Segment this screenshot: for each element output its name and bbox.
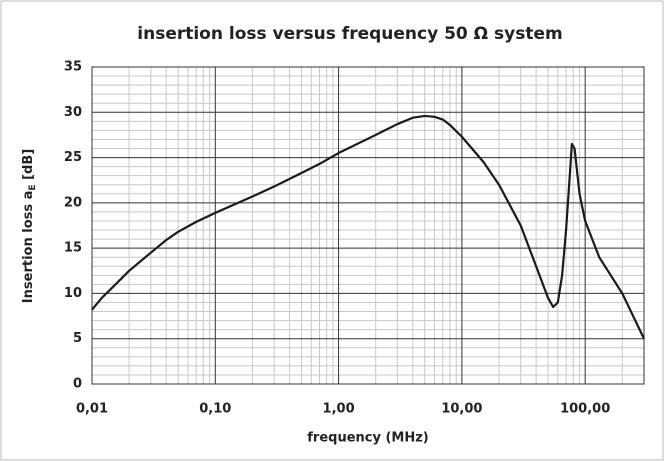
chart-title: insertion loss versus frequency 50 Ω sys… xyxy=(137,24,562,44)
y-tick-label: 30 xyxy=(64,105,82,120)
x-axis-label: frequency (MHz) xyxy=(307,431,429,446)
y-label-sub: E xyxy=(28,184,38,190)
y-tick-label: 5 xyxy=(73,331,82,346)
y-tick-label: 25 xyxy=(64,150,82,165)
y-label-unit: [dB] xyxy=(21,149,36,185)
y-tick-label: 0 xyxy=(73,377,82,392)
y-tick-label: 20 xyxy=(64,195,82,210)
plot-border xyxy=(91,66,645,385)
data-line xyxy=(91,114,645,340)
y-tick-label: 15 xyxy=(64,241,82,256)
x-tick-label: 0,01 xyxy=(76,402,108,417)
x-tick-label: 1,00 xyxy=(323,402,355,417)
y-label-text: Insertion loss a xyxy=(21,191,36,304)
y-tick-label: 35 xyxy=(64,60,82,75)
y-axis-label: Insertion loss aE [dB] xyxy=(21,149,38,303)
x-tick-label: 0,10 xyxy=(199,402,231,417)
x-tick-label: 100,00 xyxy=(560,402,610,417)
x-tick-label: 10,00 xyxy=(441,402,482,417)
y-tick-label: 10 xyxy=(64,286,82,301)
